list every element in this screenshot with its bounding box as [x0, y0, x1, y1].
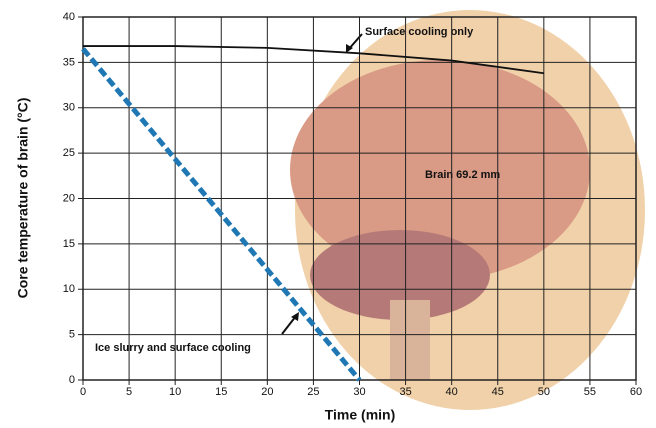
annotation: Brain 69.2 mm	[425, 169, 500, 181]
x-tick-label: 5	[126, 386, 132, 398]
x-tick-label: 60	[630, 386, 642, 398]
y-tick-label: 40	[63, 11, 75, 23]
annotation: Ice slurry and surface cooling	[95, 342, 251, 354]
x-tick-label: 40	[446, 386, 458, 398]
y-tick-label: 15	[63, 238, 75, 250]
x-tick-label: 10	[169, 386, 181, 398]
x-tick-label: 35	[399, 386, 411, 398]
x-tick-label: 15	[215, 386, 227, 398]
x-axis-label: Time (min)	[325, 407, 396, 423]
x-tick-label: 0	[80, 386, 86, 398]
y-axis-label: Core temperature of brain (°C)	[15, 98, 31, 299]
x-tick-label: 20	[261, 386, 273, 398]
y-tick-label: 35	[63, 56, 75, 68]
annotation-arrow	[282, 316, 296, 334]
x-tick-label: 50	[538, 386, 550, 398]
y-tick-label: 20	[63, 192, 75, 204]
x-tick-label: 45	[492, 386, 504, 398]
x-tick-label: 30	[353, 386, 365, 398]
x-tick-label: 55	[584, 386, 596, 398]
background-illustration	[290, 10, 645, 410]
x-tick-label: 25	[307, 386, 319, 398]
y-tick-label: 25	[63, 147, 75, 159]
y-tick-label: 10	[63, 283, 75, 295]
y-tick-label: 30	[63, 102, 75, 114]
y-tick-label: 0	[69, 374, 75, 386]
page: Time (min) Core temperature of brain (°C…	[0, 0, 656, 428]
annotation: Surface cooling only	[365, 26, 474, 38]
brainstem-shape	[390, 300, 430, 380]
y-tick-label: 5	[69, 329, 75, 341]
chart: Time (min) Core temperature of brain (°C…	[0, 0, 656, 428]
